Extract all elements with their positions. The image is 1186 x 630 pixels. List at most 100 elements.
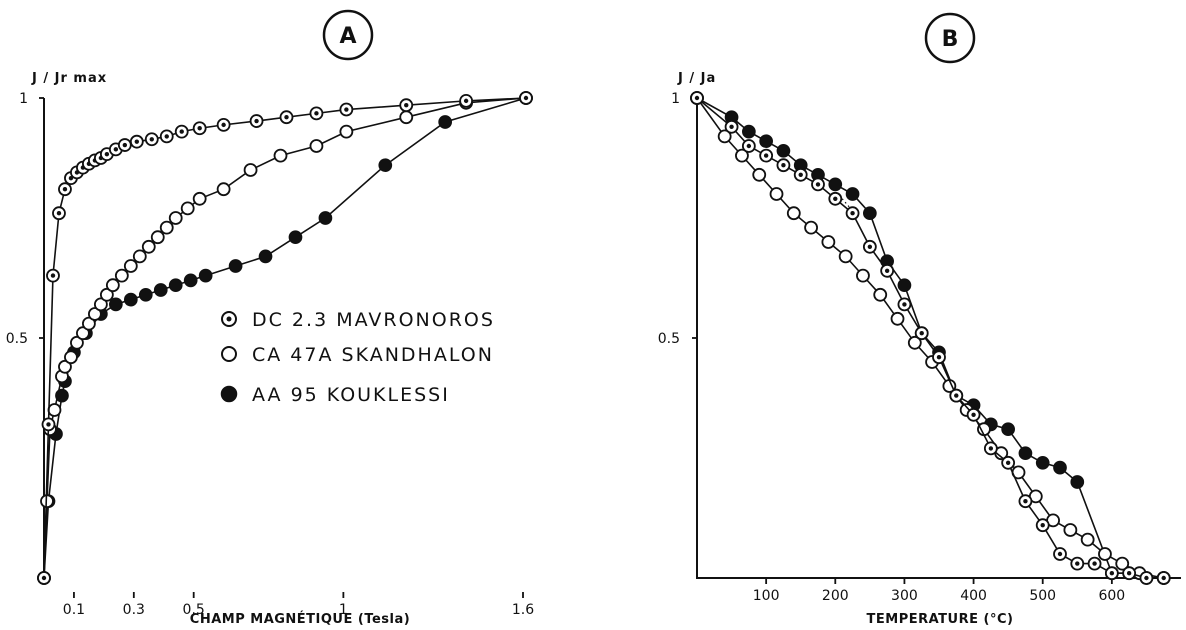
data-point-filled-10	[138, 287, 153, 302]
data-point-filled-12	[168, 278, 183, 293]
data-point-filled-9	[863, 206, 877, 221]
data-point-filled-3	[759, 134, 773, 149]
data-point-open-15	[123, 259, 138, 273]
y-tick-label: 1	[671, 91, 680, 107]
data-point-open-3	[47, 403, 62, 417]
data-point-dotted-16-center	[988, 446, 994, 451]
data-point-dotted-14-center	[134, 139, 140, 144]
panel-a-ticks: 0.1 0.3 0.5 1 1.6 0.5 1	[6, 91, 534, 618]
data-point-dotted-26-center	[1161, 575, 1166, 581]
data-point-open-1	[717, 129, 732, 144]
data-point-filled-17	[1001, 422, 1015, 437]
data-point-filled-9	[123, 292, 138, 307]
data-point-open-10	[873, 287, 888, 302]
data-point-filled-8	[845, 187, 860, 201]
panel-a-x-axis-label: CHAMP MAGNÉTIQUE (Tesla)	[190, 611, 410, 627]
series-line-dotted	[696, 97, 1164, 579]
data-point-dotted-23-center	[1109, 571, 1115, 576]
data-point-dotted-20-center	[1057, 551, 1063, 557]
data-point-dotted-3-center	[763, 153, 769, 158]
data-point-dotted-4-center	[781, 163, 786, 168]
data-point-dotted-19-center	[221, 122, 226, 128]
data-point-filled-8	[108, 297, 123, 312]
data-point-dotted-14-center	[954, 393, 959, 398]
legend-marker-filled	[220, 385, 238, 403]
data-point-filled-21	[1070, 475, 1085, 489]
x-tick-label: 200	[822, 588, 849, 604]
data-point-filled-2	[742, 124, 756, 139]
data-point-open-23	[216, 182, 231, 197]
data-point-dotted-23-center	[344, 107, 349, 112]
series-line-filled	[696, 97, 1164, 579]
x-tick-label: 0.5	[183, 602, 205, 618]
data-point-open-12	[99, 287, 114, 302]
data-point-open-11	[890, 311, 905, 326]
data-point-dotted-24-center	[404, 103, 409, 108]
data-point-open-13	[105, 278, 120, 293]
data-point-dotted-22-center	[314, 111, 319, 116]
data-point-dotted-19-center	[1040, 523, 1045, 528]
panel-a-badge	[322, 9, 374, 61]
data-point-dotted-5-center	[798, 172, 803, 177]
data-point-dotted-1-center	[729, 124, 734, 129]
data-point-open-17	[141, 239, 156, 254]
data-point-dotted-18-center	[197, 126, 202, 131]
data-point-filled-16	[258, 249, 273, 264]
data-point-open-26	[309, 139, 324, 153]
data-point-open-8	[838, 249, 853, 264]
data-point-open-2	[735, 148, 749, 163]
panel-b-series	[690, 91, 1171, 585]
data-point-dotted-17-center	[1005, 460, 1011, 465]
data-point-filled-20	[438, 115, 453, 129]
data-point-dotted-3-center	[56, 211, 62, 216]
legend-label-kouklessi: AA 95 KOUKLESSI	[252, 384, 450, 406]
panel-a-legend: DC 2.3 MAVRONOROS CA 47A SKANDHALON AA 9…	[220, 309, 494, 406]
panel-b-y-axis-label: J / Ja	[677, 71, 716, 86]
data-point-dotted-21-center	[1075, 561, 1080, 566]
x-tick-label: 0.3	[123, 602, 145, 618]
data-point-dotted-25-center	[463, 98, 469, 104]
series-line-open	[43, 97, 527, 579]
data-point-filled-20	[1053, 460, 1067, 475]
data-point-open-18	[150, 230, 165, 245]
data-point-filled-14	[198, 268, 213, 283]
data-point-dotted-15-center	[149, 137, 154, 142]
panel-a-series	[37, 91, 533, 585]
x-tick-label: 0.1	[63, 602, 85, 618]
data-point-open-24	[1115, 556, 1130, 571]
data-point-dotted-1-center	[46, 422, 51, 427]
data-point-open-16	[132, 249, 147, 264]
data-point-open-7	[821, 235, 836, 249]
legend-label-skandhalon: CA 47A SKANDHALON	[252, 344, 494, 366]
data-point-filled-18	[1018, 446, 1033, 461]
data-point-filled-19	[1035, 455, 1050, 470]
series-line-filled	[43, 97, 527, 579]
data-point-open-5	[786, 206, 801, 221]
data-point-dotted-22-center	[1092, 561, 1097, 566]
data-point-open-8	[76, 326, 90, 341]
data-point-filled-15	[228, 259, 243, 273]
data-point-open-4	[769, 187, 784, 201]
data-point-open-27	[339, 124, 354, 139]
data-point-dotted-0-center	[694, 95, 700, 101]
data-point-filled-13	[183, 273, 198, 288]
data-point-open-12	[907, 335, 922, 350]
x-tick-label: 600	[1098, 588, 1125, 604]
legend-item-skandhalon: CA 47A SKANDHALON	[221, 344, 494, 366]
x-tick-label: 1	[339, 602, 348, 618]
data-point-open-9	[856, 268, 870, 283]
series-bridge-dotted	[841, 198, 856, 214]
data-point-open-24	[243, 163, 258, 177]
series-line-open	[696, 97, 1164, 579]
data-point-filled-11	[897, 278, 912, 293]
data-point-dotted-6-center	[815, 182, 821, 187]
legend-marker-dotted-center	[226, 316, 232, 322]
data-point-dotted-8-center	[850, 211, 855, 216]
data-point-open-5	[58, 359, 72, 374]
data-point-open-23	[1098, 547, 1112, 561]
series-line-dotted	[43, 97, 527, 579]
x-tick-label: 300	[891, 588, 918, 604]
data-point-open-6	[804, 220, 818, 235]
legend-item-kouklessi: AA 95 KOUKLESSI	[220, 384, 450, 406]
